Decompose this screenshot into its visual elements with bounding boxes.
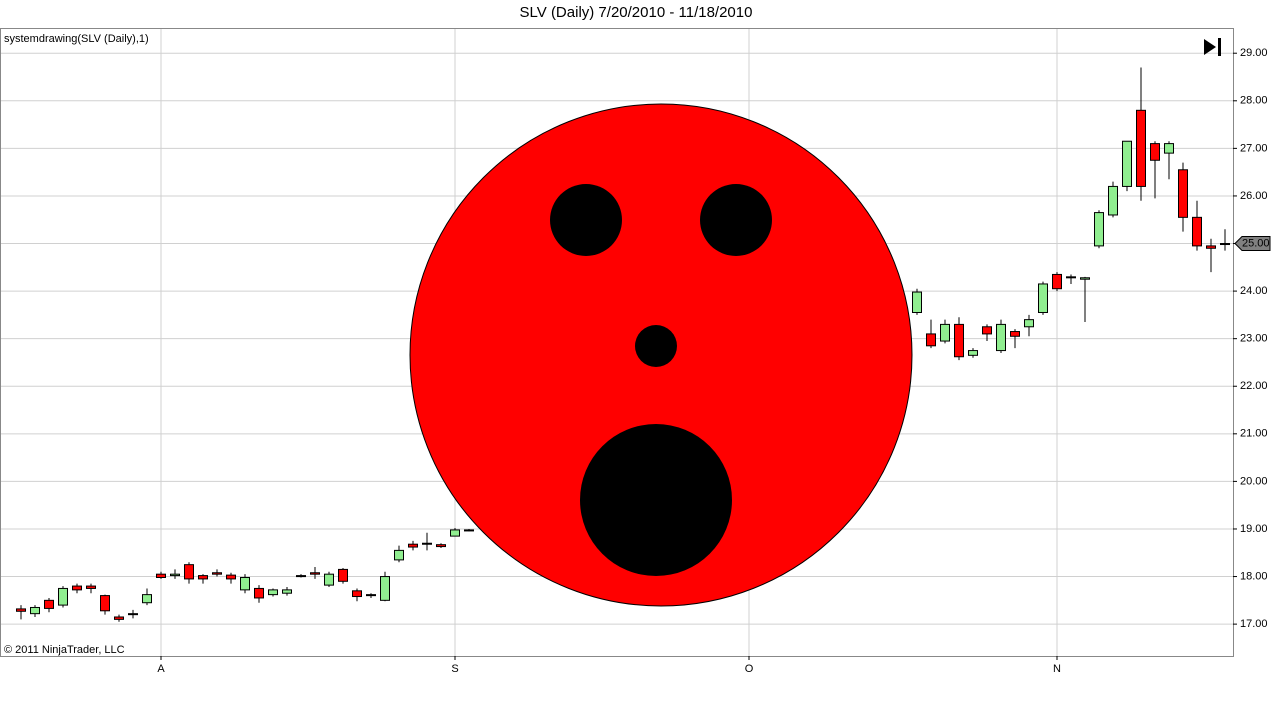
candle-body [1108,185,1118,216]
end-bar[interactable] [1218,38,1221,56]
candle-body [1192,216,1202,247]
candle-body [296,575,306,578]
candle-body [436,544,446,548]
candle-body [1080,277,1090,280]
right-eye [700,184,772,256]
candle-body [324,573,334,586]
candle-body [380,576,390,601]
y-tick-label: 20.00 [1240,475,1268,487]
candle-body [310,572,320,575]
y-tick-label: 21.00 [1240,428,1268,440]
candles [16,67,1230,622]
price-marker-label: 25.00 [1242,237,1270,249]
candle-body [128,613,138,616]
candle-body [352,590,362,598]
x-tick-label: N [1053,663,1061,675]
y-tick-label: 23.00 [1240,333,1268,345]
candle-body [996,323,1006,352]
candle-body [282,589,292,594]
candle-body [1038,283,1048,314]
candle-body [954,323,964,358]
x-tick-label: A [157,663,165,675]
indicator-label: systemdrawing(SLV (Daily),1) [4,33,149,45]
candle-body [142,594,152,604]
candle-body [464,529,474,532]
y-tick-label: 29.00 [1240,47,1268,59]
y-tick-label: 28.00 [1240,95,1268,107]
candle-body [1178,169,1188,218]
candle-body [1220,243,1230,246]
nose [635,325,677,367]
candle-body [170,573,180,577]
candle-body [1094,212,1104,247]
candle-body [1136,109,1146,187]
candle-body [44,599,54,609]
candle-body [72,585,82,591]
candle-body [982,326,992,335]
candle-body [30,606,40,615]
candle-body [1052,273,1062,290]
candle-body [912,291,922,314]
mouth [580,424,732,576]
candle-body [254,587,264,599]
candle-body [198,575,208,580]
candle-body [408,543,418,548]
y-tick-label: 26.00 [1240,190,1268,202]
candle-body [968,350,978,356]
y-tick-label: 24.00 [1240,285,1268,297]
chart-title: SLV (Daily) 7/20/2010 - 11/18/2010 [520,4,753,21]
candle-body [366,594,376,597]
candle-body [86,585,96,589]
candle-body [58,587,68,606]
left-eye [550,184,622,256]
y-tick-label: 17.00 [1240,618,1268,630]
candle-body [16,608,26,612]
price-marker [1234,236,1271,252]
candle-body [212,572,222,575]
candle-body [1150,143,1160,161]
candle-body [394,549,404,561]
candle-body [1164,143,1174,154]
scroll-end-button[interactable] [1204,38,1221,56]
candle-body [114,616,124,620]
candle-body [100,595,110,612]
candle-body [422,542,432,545]
candle-body [240,577,250,591]
candle-body [268,589,278,596]
candle-body [338,568,348,582]
y-tick-label: 22.00 [1240,380,1268,392]
y-tick-label: 19.00 [1240,523,1268,535]
candle-body [156,573,166,578]
candle-body [1010,331,1020,337]
candle-body [1066,276,1076,279]
candle-body [226,574,236,580]
play-icon[interactable] [1204,39,1216,55]
candle-body [450,529,460,537]
candle-body [1206,245,1216,249]
candle-body [926,333,936,347]
copyright: © 2011 NinjaTrader, LLC [4,644,125,656]
x-tick-label: O [745,663,754,675]
plot-border [0,28,1234,657]
candle-body [1024,319,1034,328]
y-tick-label: 18.00 [1240,570,1268,582]
y-tick-label: 27.00 [1240,142,1268,154]
candle-body [1122,140,1132,187]
candle-body [940,323,950,342]
face-drawing [409,103,913,607]
x-tick-label: S [451,663,458,675]
candle-body [184,564,194,580]
